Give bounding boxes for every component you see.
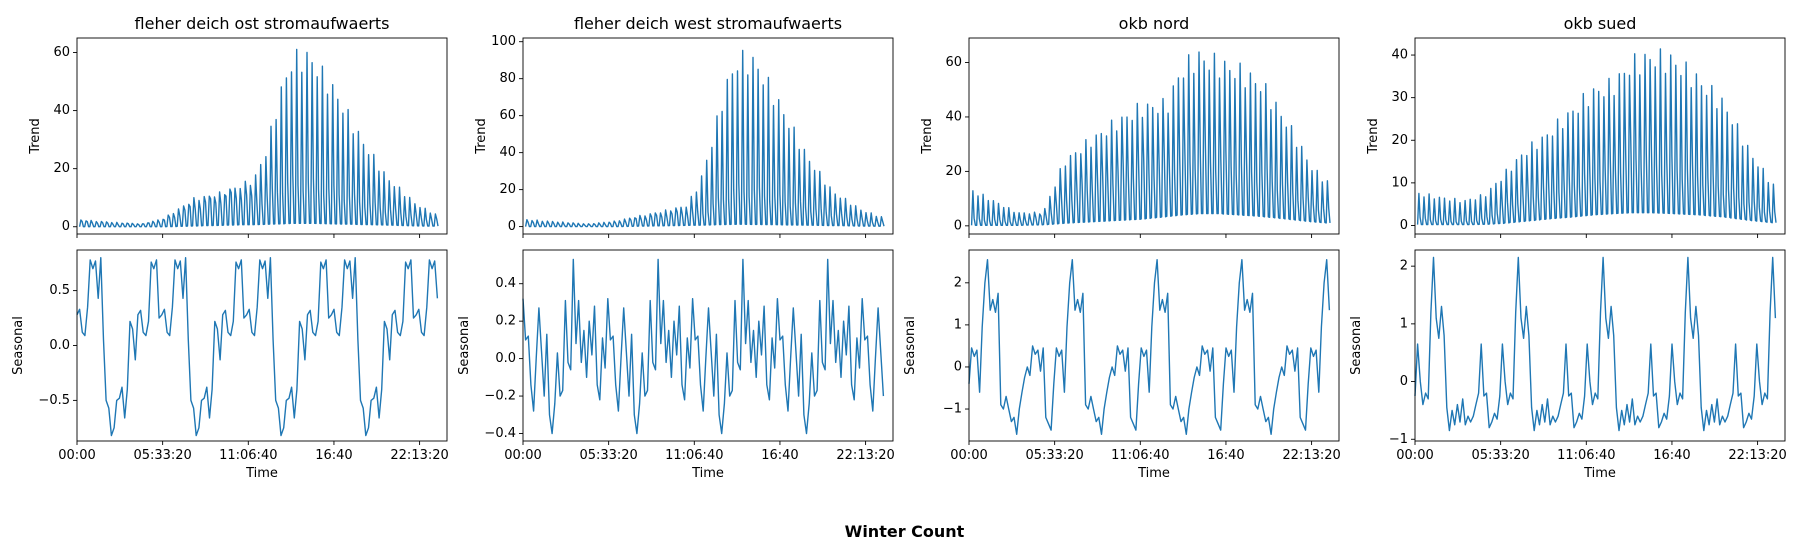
axes-frame — [1414, 249, 1786, 442]
y-axis-label: Seasonal — [457, 316, 472, 375]
series-line — [1414, 256, 1777, 432]
y-tick-label: 20 — [1391, 133, 1408, 148]
y-axis-label: Seasonal — [1349, 316, 1364, 375]
y-tick-label: 30 — [1391, 90, 1408, 105]
y-tick-label: 20 — [499, 182, 516, 197]
y-tick-label: 2 — [954, 275, 962, 290]
axes-frame — [968, 37, 1340, 235]
subplot-title: okb sued — [1564, 14, 1637, 33]
x-tick-label: 11:06:40 — [1557, 448, 1615, 463]
y-axis-label: Seasonal — [903, 316, 918, 375]
x-tick-label: 16:40 — [1207, 448, 1244, 463]
y-tick-label: 0.2 — [495, 314, 516, 329]
subplot-title: fleher deich ost stromaufwaerts — [135, 14, 390, 33]
y-tick-label: 60 — [53, 45, 70, 60]
subplot-trend-4: 0 10 20 30 40 okb sued Trend — [1366, 14, 1786, 238]
x-tick-label: 05:33:20 — [1471, 448, 1529, 463]
x-axis-label: Time — [245, 466, 278, 481]
x-tick-label: 05:33:20 — [1025, 448, 1083, 463]
x-tick-label: 22:13:20 — [836, 448, 894, 463]
subplot-trend-1: 0 20 40 60 fleher deich ost stromaufwaerts Tr… — [28, 14, 448, 238]
x-tick-label: 00:00 — [504, 448, 541, 463]
y-tick-label: 0 — [1400, 374, 1408, 389]
x-tick-label: 22:13:20 — [1728, 448, 1786, 463]
x-tick-label: 00:00 — [1396, 448, 1433, 463]
series-line — [968, 259, 1331, 435]
subplot-trend-3: 0 20 40 60 okb nord Trend — [920, 14, 1340, 238]
y-tick-label: 0 — [62, 219, 70, 234]
figure-suptitle: Winter Count — [844, 522, 965, 541]
y-tick-label: −0.2 — [484, 389, 516, 404]
y-tick-label: 1 — [1400, 316, 1408, 331]
y-tick-label: 60 — [499, 108, 516, 123]
axes-frame — [522, 37, 894, 235]
series-line — [522, 258, 885, 435]
y-tick-label: 0 — [1400, 218, 1408, 233]
y-tick-label: 40 — [1391, 48, 1408, 63]
x-tick-label: 22:13:20 — [1282, 448, 1340, 463]
x-tick-label: 05:33:20 — [579, 448, 637, 463]
axes-frame — [1414, 37, 1786, 235]
axes-frame — [76, 249, 448, 442]
y-tick-label: 80 — [499, 71, 516, 86]
axes-frame — [76, 37, 448, 235]
series-line — [78, 48, 439, 228]
y-tick-label: −0.5 — [38, 393, 70, 408]
y-tick-label: −1 — [1389, 432, 1408, 447]
y-axis-label: Trend — [28, 118, 43, 155]
axes-frame — [522, 249, 894, 442]
y-tick-label: 2 — [1400, 259, 1408, 274]
subplot-title: okb nord — [1119, 14, 1190, 33]
y-tick-label: 0.0 — [495, 351, 516, 366]
y-tick-label: 40 — [499, 145, 516, 160]
subplot-trend-2: 0 20 40 60 80 100 fleher deich west stromaufwa… — [474, 14, 894, 238]
y-tick-label: 0 — [508, 219, 516, 234]
x-axis-label: Time — [1137, 466, 1170, 481]
y-tick-label: 20 — [53, 161, 70, 176]
x-tick-label: 11:06:40 — [665, 448, 723, 463]
series-line — [524, 49, 885, 228]
series-line — [76, 257, 439, 437]
x-tick-label: 11:06:40 — [219, 448, 277, 463]
y-tick-label: 10 — [1391, 175, 1408, 190]
series-line — [970, 51, 1331, 226]
x-tick-label: 11:06:40 — [1111, 448, 1169, 463]
y-tick-label: 1 — [954, 317, 962, 332]
subplot-seasonal-3: −1 0 1 2 00:00 05:33:20 11:06:40 16:40 22:13:20 T… — [903, 249, 1341, 481]
x-tick-label: 05:33:20 — [133, 448, 191, 463]
subplot-seasonal-4: −1 0 1 2 00:00 05:33:20 11:06:40 16:40 22:13:20 T… — [1349, 249, 1787, 481]
y-tick-label: 0.5 — [49, 283, 70, 298]
y-tick-label: 20 — [945, 164, 962, 179]
y-tick-label: −1 — [943, 402, 962, 417]
y-tick-label: 0.0 — [49, 338, 70, 353]
y-tick-label: 40 — [53, 103, 70, 118]
x-axis-label: Time — [1583, 466, 1616, 481]
y-tick-label: 0 — [954, 359, 962, 374]
axes-frame — [968, 249, 1340, 442]
y-tick-label: 0 — [954, 218, 962, 233]
subplot-seasonal-1: −0.5 0.0 0.5 00:00 05:33:20 11:06:40 16:40 22:1… — [11, 249, 449, 481]
series-line — [1416, 48, 1777, 226]
x-tick-label: 00:00 — [950, 448, 987, 463]
y-tick-label: −0.4 — [484, 426, 516, 441]
y-tick-label: 60 — [945, 55, 962, 70]
subplot-seasonal-2: −0.4 −0.2 0.0 0.2 0.4 00:00 05:33:20 11:06:40 16… — [457, 249, 895, 481]
subplot-title: fleher deich west stromaufwaerts — [574, 14, 842, 33]
y-axis-label: Seasonal — [11, 316, 26, 375]
x-tick-label: 16:40 — [315, 448, 352, 463]
x-tick-label: 22:13:20 — [390, 448, 448, 463]
y-axis-label: Trend — [1366, 118, 1381, 155]
y-tick-label: 100 — [491, 34, 516, 49]
y-tick-label: 0.4 — [495, 276, 516, 291]
y-tick-label: 40 — [945, 109, 962, 124]
x-tick-label: 16:40 — [1653, 448, 1690, 463]
y-axis-label: Trend — [474, 118, 489, 155]
y-axis-label: Trend — [920, 118, 935, 155]
x-tick-label: 16:40 — [761, 448, 798, 463]
x-axis-label: Time — [691, 466, 724, 481]
x-tick-label: 00:00 — [58, 448, 95, 463]
